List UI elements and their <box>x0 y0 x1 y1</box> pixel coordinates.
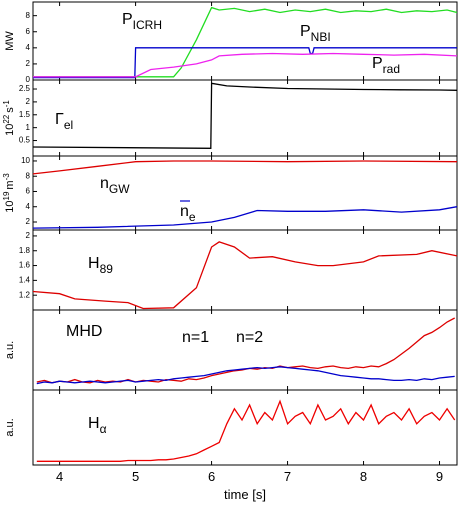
x-tick-label: 5 <box>132 469 139 484</box>
series-line <box>33 52 458 78</box>
panel-annotation: MHD <box>66 323 102 340</box>
y-tick-label: 6 <box>26 27 31 36</box>
series-label-name: Γ <box>55 111 64 128</box>
series-label-sub: ICRH <box>133 18 162 32</box>
x-tick-label: 4 <box>56 469 63 484</box>
x-tick-label: 9 <box>436 469 443 484</box>
y-tick-label: 8 <box>26 171 31 180</box>
panel-frame <box>32 309 458 391</box>
y-tick-label: 4 <box>26 43 31 52</box>
y-tick-label: 1.8 <box>19 246 31 255</box>
y-axis-label-part: MW <box>4 31 16 51</box>
y-axis-label-part: 10 <box>4 200 16 212</box>
y-axis-label-part: m <box>4 180 16 189</box>
series-label-name: n=1 <box>182 329 209 346</box>
series-label: H89 <box>88 255 113 276</box>
series-line <box>33 6 458 78</box>
series-label-name: H <box>88 255 100 272</box>
series-label: Hα <box>88 415 107 436</box>
y-axis-label-part: 19 <box>2 191 11 200</box>
y-tick-label: 10 <box>21 156 30 165</box>
y-tick-label: 1 <box>26 123 31 132</box>
series-label-sub: 89 <box>100 262 114 276</box>
series-label: ne <box>180 203 196 224</box>
y-axis-label-part: -1 <box>2 100 11 108</box>
y-tick-label: 1.4 <box>19 275 31 284</box>
y-axis-label-part: s <box>4 107 16 113</box>
y-axis-label: 1019 m-3 <box>2 173 16 213</box>
y-tick-label: 8 <box>26 11 31 20</box>
y-tick-label: 2 <box>26 217 31 226</box>
y-tick-label: 1.6 <box>19 261 31 270</box>
x-tick-label: 6 <box>208 469 215 484</box>
series-label: n=1 <box>182 329 209 346</box>
series-label-sub: e <box>189 210 196 224</box>
x-axis-label: time [s] <box>224 487 266 502</box>
series-label-sub: NBI <box>311 30 331 44</box>
series-line <box>36 399 456 462</box>
series-line <box>36 366 455 385</box>
x-tick-label: 7 <box>284 469 291 484</box>
y-axis-label-part: 10 <box>4 124 16 136</box>
y-axis-label-part: -3 <box>2 173 11 181</box>
series-label-sub: rad <box>383 62 400 76</box>
y-tick-label: 2 <box>26 231 31 240</box>
series-label-name: H <box>88 415 100 432</box>
series-line <box>32 206 458 229</box>
series-label: PNBI <box>300 23 331 44</box>
y-axis-label: 1022s-1 <box>2 100 16 136</box>
y-tick-label: 1.5 <box>19 110 31 119</box>
series-label-name: P <box>372 55 383 72</box>
series-label: Prad <box>372 55 400 76</box>
x-tick-label: 8 <box>360 469 367 484</box>
y-axis-label-part: 22 <box>2 114 11 123</box>
series-label: PICRH <box>122 11 162 32</box>
y-tick-label: 2 <box>26 59 31 68</box>
y-axis-label: a.u. <box>4 418 16 436</box>
y-axis-label: a.u. <box>4 341 16 359</box>
series-line <box>33 47 457 79</box>
series-label: Γel <box>55 111 73 132</box>
y-tick-label: 4 <box>26 202 31 211</box>
series-label-name: P <box>122 11 133 28</box>
series-line <box>32 160 458 175</box>
y-tick-label: 0.5 <box>19 136 31 145</box>
y-tick-label: 0 <box>26 75 31 84</box>
series-line <box>32 241 458 310</box>
series-label-sub: GW <box>109 182 130 196</box>
y-axis-label-part: a.u. <box>4 341 16 359</box>
y-tick-label: 1.2 <box>19 290 31 299</box>
y-tick-label: 2 <box>26 97 31 106</box>
y-axis-label: MW <box>4 31 16 51</box>
y-axis-label-part: a.u. <box>4 418 16 436</box>
y-tick-label: 6 <box>26 187 31 196</box>
panel-frame <box>32 389 458 466</box>
series-label-name: n <box>100 175 109 192</box>
series-label: n=2 <box>236 329 263 346</box>
series-label-name: n <box>180 203 189 220</box>
series-label: nGW <box>100 175 130 196</box>
series-line <box>32 82 458 149</box>
series-label-sub: el <box>64 118 73 132</box>
y-tick-label: 2.5 <box>19 84 31 93</box>
panel-frame <box>32 155 458 231</box>
panel-frame <box>32 79 458 157</box>
series-label-sub: α <box>100 422 107 436</box>
series-label-name: P <box>300 23 311 40</box>
series-label-name: n=2 <box>236 329 263 346</box>
